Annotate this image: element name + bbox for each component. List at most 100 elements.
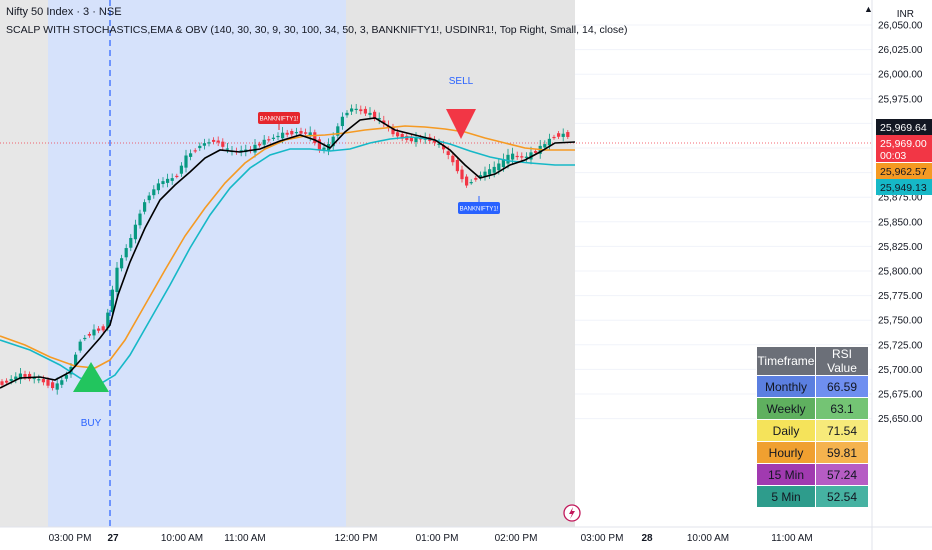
- candle-body: [83, 337, 87, 340]
- candle-body: [524, 156, 528, 158]
- price-tick-label: 25,825.00: [878, 242, 923, 253]
- candle-body: [262, 139, 266, 145]
- price-tick-label: 26,050.00: [878, 21, 923, 32]
- candle-body: [198, 145, 202, 149]
- time-tick-label: 02:00 PM: [495, 533, 538, 544]
- candle-body: [101, 326, 105, 331]
- time-tick-label: 03:00 PM: [49, 533, 92, 544]
- rsi-timeframe-cell: 5 Min: [756, 485, 816, 508]
- candle-body: [110, 289, 114, 313]
- candle-body: [308, 132, 312, 137]
- time-tick-label: 10:00 AM: [161, 533, 203, 544]
- candle-body: [474, 177, 478, 180]
- ema-orange-badge: [876, 163, 932, 179]
- candle-body: [511, 153, 515, 160]
- candle-body: [478, 175, 482, 178]
- candle-body: [432, 140, 436, 143]
- candle-body: [488, 169, 492, 175]
- candle-body: [561, 133, 565, 137]
- candle-body: [175, 175, 179, 178]
- candle-body: [253, 144, 257, 153]
- candle-body: [501, 159, 505, 168]
- candle-body: [161, 181, 165, 185]
- price-tick-label: 26,000.00: [878, 70, 923, 81]
- candle-body: [51, 382, 55, 389]
- candle-body: [18, 373, 22, 380]
- rsi-header-value: RSI Value: [815, 346, 869, 376]
- candle-body: [216, 140, 220, 143]
- candle-body: [534, 151, 538, 153]
- indicator-legend[interactable]: SCALP WITH STOCHASTICS,EMA & OBV (140, 3…: [6, 24, 628, 36]
- candle-body: [74, 354, 78, 365]
- rsi-table-row: 5 Min 52.54: [756, 485, 869, 508]
- candle-body: [322, 147, 326, 150]
- candle-body: [179, 165, 183, 174]
- candle-body: [396, 132, 400, 137]
- time-tick-label: 03:00 PM: [581, 533, 624, 544]
- candle-body: [437, 143, 441, 145]
- candle-body: [271, 137, 275, 139]
- candle-body: [5, 380, 9, 383]
- time-tick-label: 27: [107, 533, 119, 544]
- candle-body: [409, 136, 413, 142]
- candle-body: [382, 120, 386, 124]
- candle-body: [543, 144, 547, 148]
- rsi-table-row: 15 Min 57.24: [756, 463, 869, 486]
- sell-label: SELL: [449, 76, 474, 87]
- candle-body: [290, 131, 294, 135]
- candle-body: [115, 267, 119, 292]
- time-axis[interactable]: 03:00 PM 27 10:00 AM 11:00 AM 12:00 PM 01:00 …: [49, 533, 813, 544]
- candle-body: [97, 328, 101, 331]
- price-tick-label: 25,975.00: [878, 94, 923, 105]
- rsi-table: Timeframe RSI Value Monthly 66.59 Weekly 63…: [756, 346, 869, 508]
- price-axis[interactable]: 26,050.0026,025.0026,000.0025,975.0025,9…: [878, 21, 923, 426]
- chevron-up-icon[interactable]: ▲: [864, 4, 873, 14]
- currency-label: INR: [896, 9, 914, 20]
- candle-body: [547, 138, 551, 146]
- candle-body: [557, 133, 561, 137]
- candle-body: [92, 329, 96, 336]
- candle-body: [147, 195, 151, 201]
- rsi-timeframe-cell: Weekly: [756, 397, 816, 420]
- candle-body: [285, 132, 289, 135]
- candle-body: [64, 375, 68, 379]
- price-tick-label: 25,750.00: [878, 316, 923, 327]
- candle-body: [313, 132, 317, 144]
- buy-label: BUY: [81, 418, 102, 429]
- banknifty-top-label: BANKNIFTY1!: [260, 117, 299, 123]
- candle-body: [373, 111, 377, 120]
- premarket-shade: [0, 0, 48, 527]
- candle-body: [281, 132, 285, 139]
- time-tick-label: 01:00 PM: [416, 533, 459, 544]
- candle-body: [359, 109, 363, 112]
- time-tick-label: 28: [641, 533, 653, 544]
- rsi-header-timeframe: Timeframe: [756, 346, 816, 376]
- rsi-timeframe-cell: Hourly: [756, 441, 816, 464]
- candle-body: [28, 373, 32, 379]
- rsi-table-row: Hourly 59.81: [756, 441, 869, 464]
- price-tick-label: 26,025.00: [878, 45, 923, 56]
- rsi-value-cell: 52.54: [815, 485, 869, 508]
- rsi-value-cell: 66.59: [815, 375, 869, 398]
- ema-orange-value: 25,962.57: [880, 166, 927, 178]
- banknifty-bottom-badge: [458, 202, 500, 214]
- price-tick-label: 25,700.00: [878, 365, 923, 376]
- candle-body: [133, 224, 137, 240]
- candle-body: [276, 135, 280, 138]
- price-tick-label: 25,725.00: [878, 340, 923, 351]
- candle-body: [414, 137, 418, 143]
- candle-body: [304, 132, 308, 134]
- candle-body: [368, 112, 372, 115]
- candle-body: [207, 142, 211, 144]
- session-shade-grey: [346, 0, 575, 527]
- candle-body: [124, 248, 128, 258]
- candle-body: [258, 143, 262, 146]
- candle-body: [465, 176, 469, 186]
- chart-title[interactable]: Nifty 50 Index · 3 · NSE: [6, 6, 122, 18]
- candle-body: [202, 143, 206, 146]
- time-tick-label: 11:00 AM: [224, 533, 266, 544]
- price-tick-label: 25,675.00: [878, 390, 923, 401]
- candle-body: [345, 112, 349, 116]
- candle-body: [336, 126, 340, 136]
